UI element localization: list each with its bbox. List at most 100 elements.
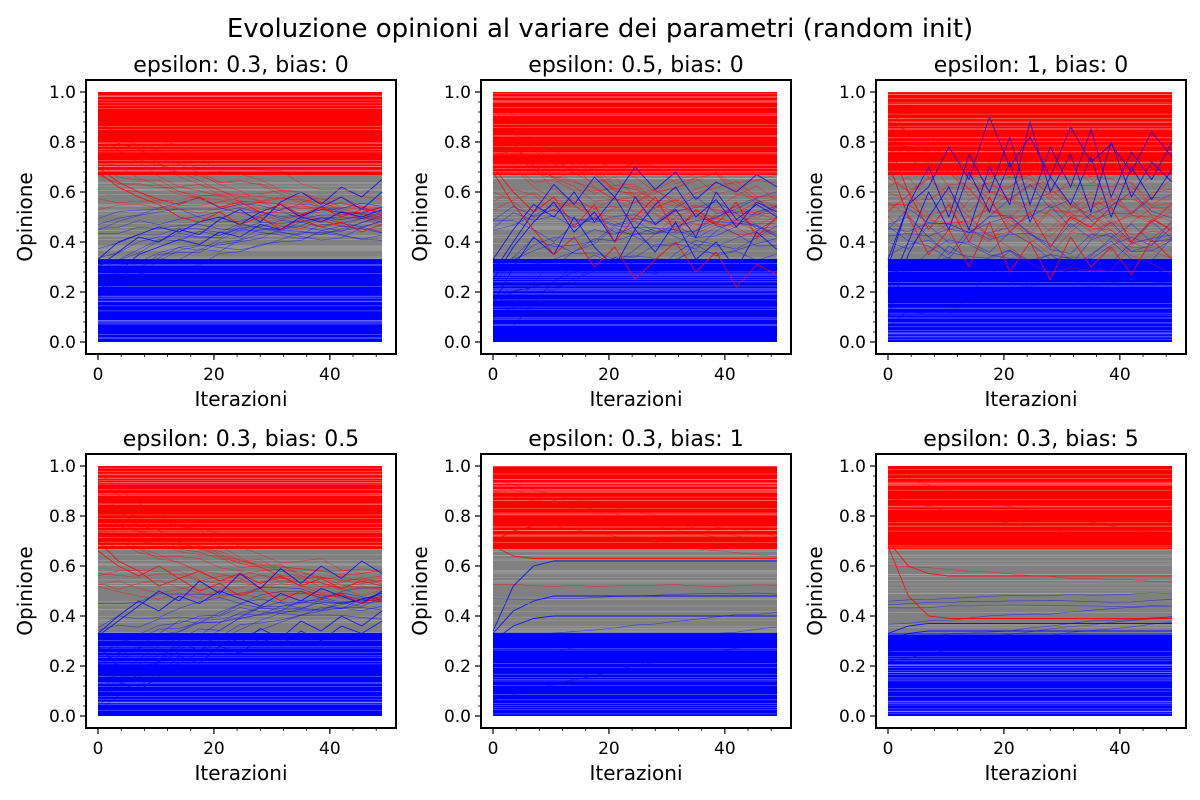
subplot-title: epsilon: 0.5, bias: 0 — [528, 53, 743, 78]
x-tick-label: 0 — [93, 739, 104, 759]
series-line-1 — [492, 595, 777, 634]
wandering-trajectory — [887, 175, 1173, 274]
wandering-trajectory — [97, 586, 383, 603]
mixed-trajectories — [887, 471, 1173, 662]
figure-title: Evoluzione opinioni al variare dei param… — [227, 14, 973, 44]
y-tick-label: 0.6 — [444, 183, 471, 203]
series-line-6 — [887, 490, 1172, 494]
y-axis-label: Opinione — [13, 172, 37, 261]
series-group — [97, 166, 383, 293]
y-tick-label: 0.0 — [49, 333, 76, 353]
band-high — [888, 466, 1172, 550]
wandering-trajectory — [97, 225, 383, 291]
wandering-trajectory — [97, 576, 383, 594]
wandering-trajectory — [887, 471, 1173, 537]
wandering-trajectory — [97, 607, 383, 707]
x-tick-label: 40 — [319, 365, 341, 385]
series-line-4 — [887, 630, 1172, 642]
x-tick-label: 20 — [993, 739, 1015, 759]
y-tick-label: 0.2 — [839, 283, 866, 303]
wandering-trajectory — [97, 526, 383, 587]
wandering-trajectory — [887, 191, 1173, 237]
series-group — [97, 540, 383, 692]
mixed-trajectories — [97, 102, 383, 299]
y-tick-label: 0.0 — [839, 333, 866, 353]
wandering-trajectory — [97, 102, 383, 226]
y-tick-label: 0.2 — [444, 283, 471, 303]
y-tick-label: 0.6 — [839, 183, 866, 203]
band-low — [493, 258, 777, 342]
y-axis-label: Opinione — [13, 546, 37, 635]
wandering-trajectory — [492, 217, 778, 335]
wandering-trajectory — [97, 220, 383, 299]
wandering-trajectory — [97, 121, 383, 216]
y-axis-label: Opinione — [803, 172, 827, 261]
wandering-trajectory — [887, 592, 1173, 602]
series-line-3 — [97, 209, 383, 293]
series-line-1 — [97, 588, 383, 634]
y-tick-label: 1.0 — [839, 83, 866, 103]
y-tick-label: 0.2 — [839, 657, 866, 677]
stable-trajectories — [98, 467, 382, 711]
wandering-trajectory — [97, 217, 383, 249]
wandering-trajectory — [97, 214, 383, 259]
wandering-trajectory — [887, 120, 1173, 232]
wandering-trajectory — [97, 481, 383, 576]
series-group — [887, 115, 1173, 318]
wandering-trajectory — [492, 144, 778, 209]
wandering-trajectory — [492, 478, 778, 537]
band-low — [98, 258, 382, 342]
wandering-trajectory — [97, 162, 383, 219]
x-tick-label: 0 — [883, 739, 894, 759]
wandering-trajectory — [492, 483, 778, 542]
subplot-title: epsilon: 0.3, bias: 5 — [923, 427, 1138, 452]
wandering-trajectory — [493, 218, 778, 261]
wandering-trajectory — [492, 108, 778, 208]
wandering-trajectory — [97, 196, 383, 211]
band-high — [888, 92, 1172, 176]
series-line-2 — [492, 560, 777, 632]
x-axis-label: Iterazioni — [589, 761, 682, 785]
band-high — [493, 466, 777, 550]
axes-frame — [875, 453, 1187, 729]
series-line-5 — [492, 171, 778, 288]
series-line-5 — [887, 141, 1173, 248]
series-line-4 — [97, 540, 383, 604]
wandering-trajectory — [887, 240, 1173, 288]
wandering-trajectory — [887, 237, 1173, 295]
wandering-trajectory — [887, 621, 1173, 662]
wandering-trajectory — [97, 133, 383, 208]
y-tick-label: 0.6 — [839, 557, 866, 577]
subplot-6: 0.0 0.2 0.4 0.6 0.8 1.0 0 20 40 epsilon: 0.3, bia… — [803, 427, 1187, 785]
subplot-3: 0.0 0.2 0.4 0.6 0.8 1.0 0 20 40 epsilon: 1, bias:… — [803, 53, 1187, 411]
wandering-trajectory — [97, 511, 383, 584]
wandering-trajectory — [97, 174, 383, 221]
wandering-trajectory — [492, 192, 778, 235]
series-line-1 — [887, 545, 1172, 619]
wandering-trajectory — [97, 569, 383, 600]
series-line-3 — [492, 615, 777, 642]
wandering-trajectory — [97, 519, 383, 596]
y-tick-label: 0.8 — [444, 133, 471, 153]
series-line-3 — [492, 216, 778, 305]
wandering-trajectory — [887, 179, 1173, 238]
subplot-grid: 0.0 0.2 0.4 0.6 0.8 1.0 0 20 40 epsilon: 0.3, bia… — [13, 53, 1187, 785]
wandering-trajectory — [97, 531, 383, 572]
subplot-title: epsilon: 0.3, bias: 1 — [528, 427, 743, 452]
wandering-trajectory — [97, 220, 383, 268]
wandering-trajectory — [887, 598, 1173, 606]
axes-frame — [85, 453, 397, 729]
series-line-2 — [887, 155, 1173, 293]
wandering-trajectory — [887, 497, 1173, 545]
x-tick-label: 40 — [714, 365, 736, 385]
stable-trajectories — [493, 466, 777, 715]
mixed-trajectories — [97, 471, 383, 712]
wandering-trajectory — [97, 471, 383, 574]
series-line-3 — [887, 120, 1173, 318]
wandering-trajectory — [97, 189, 383, 230]
y-tick-label: 0.4 — [839, 607, 866, 627]
wandering-trajectory — [492, 626, 778, 660]
series-line-2 — [97, 610, 383, 680]
band-high — [493, 92, 777, 176]
x-tick-label: 0 — [883, 365, 894, 385]
